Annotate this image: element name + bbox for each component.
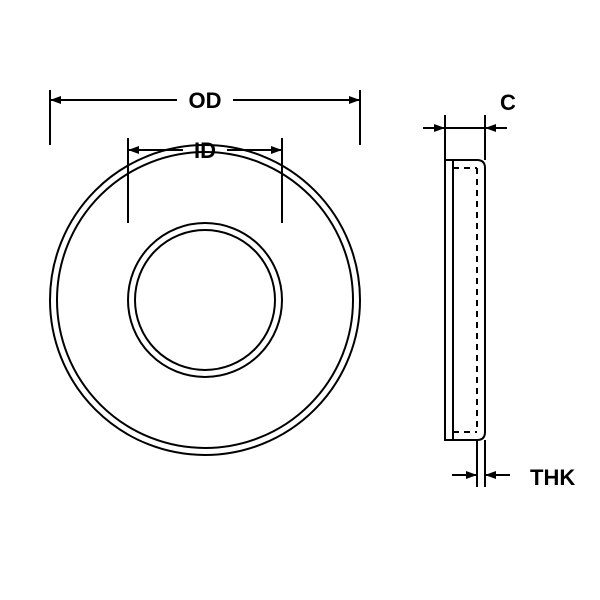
label-od: OD xyxy=(189,88,222,113)
label-c: C xyxy=(500,90,516,115)
label-thk: THK xyxy=(530,465,575,490)
label-id: ID xyxy=(194,138,216,163)
